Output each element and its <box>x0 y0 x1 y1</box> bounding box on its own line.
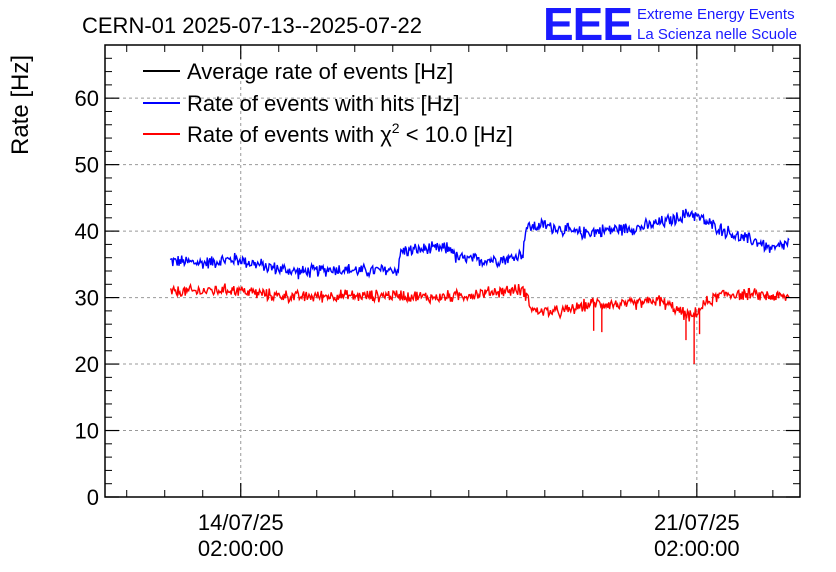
chart-title: CERN-01 2025-07-13--2025-07-22 <box>82 13 422 38</box>
legend: Average rate of events [Hz] Rate of even… <box>143 59 513 147</box>
series-line-chi2 <box>169 282 790 322</box>
legend-label-chi2: Rate of events with χ2 < 10.0 [Hz] <box>187 120 513 147</box>
legend-label-hits: Rate of events with hits [Hz] <box>187 91 460 116</box>
eee-logo-line2: La Scienza nelle Scuole <box>637 26 797 43</box>
legend-chi2-sup: 2 <box>392 120 400 136</box>
legend-chi2-suffix: < 10.0 [Hz] <box>400 122 513 147</box>
x-tick-date: 21/07/25 <box>654 510 740 535</box>
y-tick-label: 0 <box>87 485 99 510</box>
y-axis-title: Rate [Hz] <box>7 55 34 155</box>
y-tick-label: 10 <box>75 419 99 444</box>
legend-chi2-prefix: Rate of events with <box>187 122 380 147</box>
series-line-hits <box>169 208 790 280</box>
y-tick-label: 40 <box>75 219 99 244</box>
eee-logo: EEE Extreme Energy Events La Scienza nel… <box>543 0 797 50</box>
data-series <box>169 208 790 365</box>
y-tick-label: 20 <box>75 352 99 377</box>
grid-lines <box>105 45 800 497</box>
x-tick-time: 02:00:00 <box>198 536 284 561</box>
x-tick-time: 02:00:00 <box>654 536 740 561</box>
y-tick-label: 30 <box>75 286 99 311</box>
y-tick-label: 60 <box>75 86 99 111</box>
eee-logo-letters: EEE <box>543 0 632 50</box>
legend-label-average: Average rate of events [Hz] <box>187 59 453 84</box>
axis-ticks <box>105 44 800 498</box>
eee-logo-line1: Extreme Energy Events <box>637 6 795 23</box>
y-tick-label: 50 <box>75 153 99 178</box>
y-tick-labels: 0 10 20 30 40 50 60 <box>75 86 99 510</box>
x-tick-date: 14/07/25 <box>198 510 284 535</box>
legend-chi2-symbol: χ <box>380 122 392 147</box>
